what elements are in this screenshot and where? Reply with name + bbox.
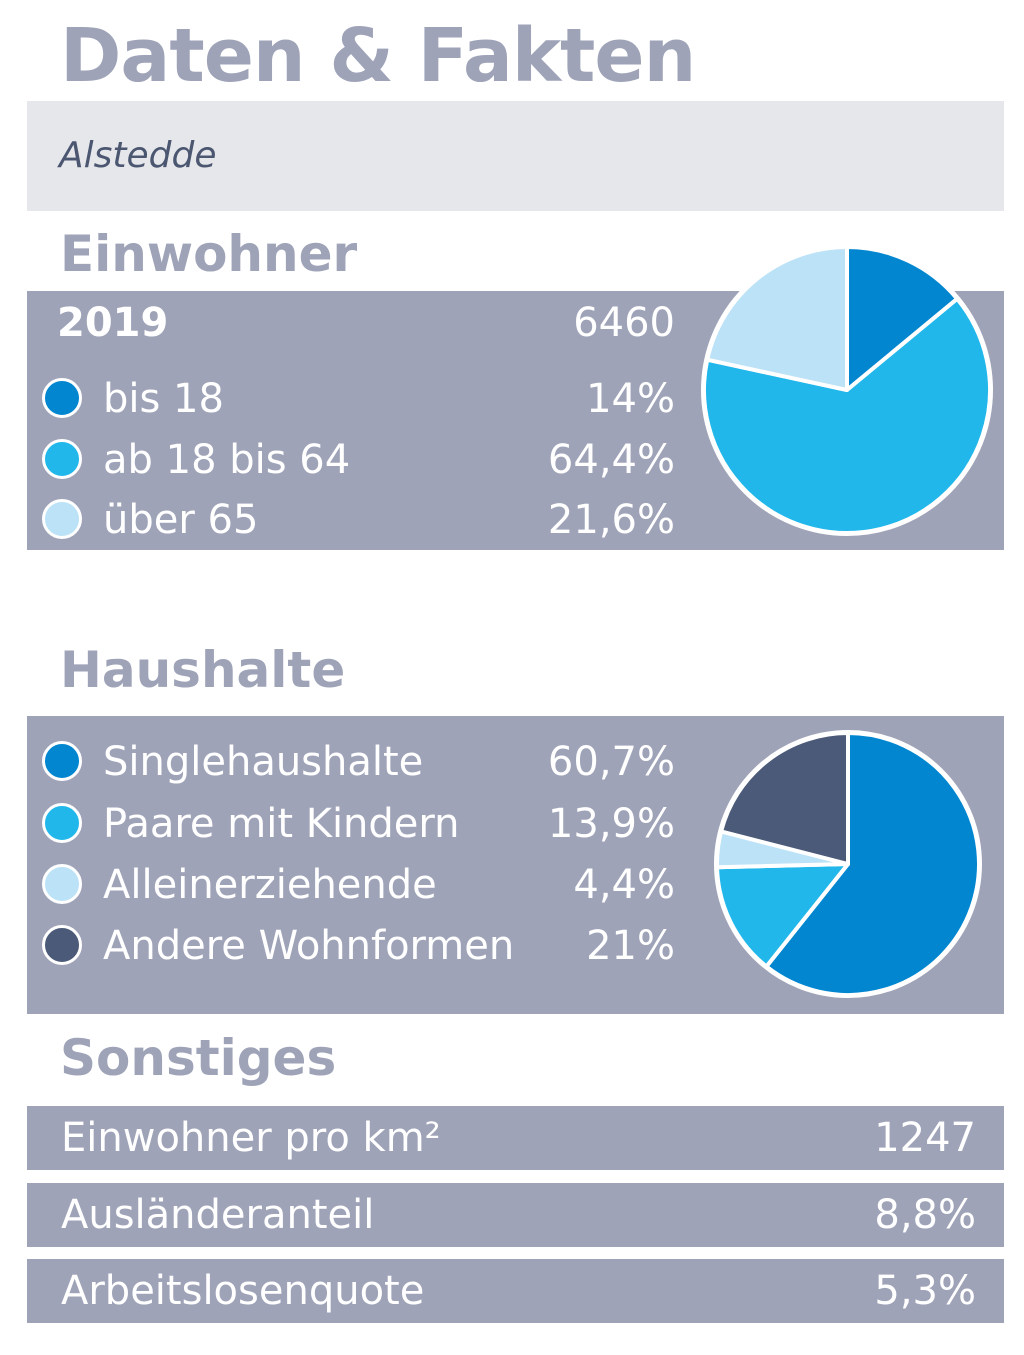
legend-label: über 65 — [103, 497, 259, 543]
legend-dot-icon — [42, 378, 82, 418]
legend-label: Paare mit Kindern — [103, 801, 460, 847]
pie-slice — [705, 245, 849, 392]
location-bar: Alstedde — [27, 101, 1004, 211]
pie-slice — [845, 245, 960, 392]
legend-dot-icon — [42, 925, 82, 965]
legend-label: Andere Wohnformen — [103, 923, 515, 969]
legend-label: Singlehaushalte — [103, 739, 424, 785]
einwohner-year: 2019 — [57, 300, 169, 346]
legend-item: ab 18 bis 64 64,4% — [27, 432, 687, 488]
legend-item: Alleinerziehende 4,4% — [27, 857, 687, 913]
stat-label: Ausländeranteil — [61, 1192, 375, 1238]
legend-value: 21% — [586, 923, 675, 969]
legend-value: 14% — [586, 376, 675, 422]
legend-label: ab 18 bis 64 — [103, 437, 351, 483]
legend-item: Singlehaushalte 60,7% — [27, 734, 687, 790]
section-heading-einwohner: Einwohner — [60, 225, 358, 283]
pie-slice — [715, 862, 850, 969]
pie-slice — [764, 731, 981, 997]
legend-item: bis 18 14% — [27, 371, 687, 427]
einwohner-pie-chart — [701, 244, 993, 536]
section-heading-sonstiges: Sonstiges — [60, 1029, 337, 1087]
pie-slice — [702, 296, 992, 535]
legend-dot-icon — [42, 499, 82, 539]
legend-label: Alleinerziehende — [103, 862, 437, 908]
legend-dot-icon — [42, 439, 82, 479]
legend-value: 21,6% — [547, 497, 675, 543]
page-title: Daten & Fakten — [60, 13, 696, 99]
legend-item: über 65 21,6% — [27, 492, 687, 548]
legend-dot-icon — [42, 741, 82, 781]
stat-value: 8,8% — [874, 1192, 976, 1238]
legend-dot-icon — [42, 864, 82, 904]
einwohner-total: 6460 — [573, 300, 675, 346]
legend-value: 13,9% — [547, 801, 675, 847]
pie-slice — [719, 731, 850, 866]
stat-label: Arbeitslosenquote — [61, 1268, 425, 1314]
legend-item: Andere Wohnformen 21% — [27, 918, 687, 974]
legend-value: 60,7% — [547, 739, 675, 785]
stat-row-foreigners: Ausländeranteil 8,8% — [27, 1183, 1004, 1247]
haushalte-pie-chart — [714, 730, 982, 998]
location-name: Alstedde — [59, 135, 217, 176]
stat-value: 5,3% — [874, 1268, 976, 1314]
legend-label: bis 18 — [103, 376, 224, 422]
einwohner-year-row: 2019 6460 — [27, 295, 687, 351]
stat-row-unemployment: Arbeitslosenquote 5,3% — [27, 1259, 1004, 1323]
stat-row-density: Einwohner pro km² 1247 — [27, 1106, 1004, 1170]
stat-label: Einwohner pro km² — [61, 1115, 441, 1161]
legend-item: Paare mit Kindern 13,9% — [27, 796, 687, 852]
section-heading-haushalte: Haushalte — [60, 641, 346, 699]
legend-value: 64,4% — [547, 437, 675, 483]
legend-value: 4,4% — [573, 862, 675, 908]
legend-dot-icon — [42, 803, 82, 843]
stat-value: 1247 — [874, 1115, 976, 1161]
